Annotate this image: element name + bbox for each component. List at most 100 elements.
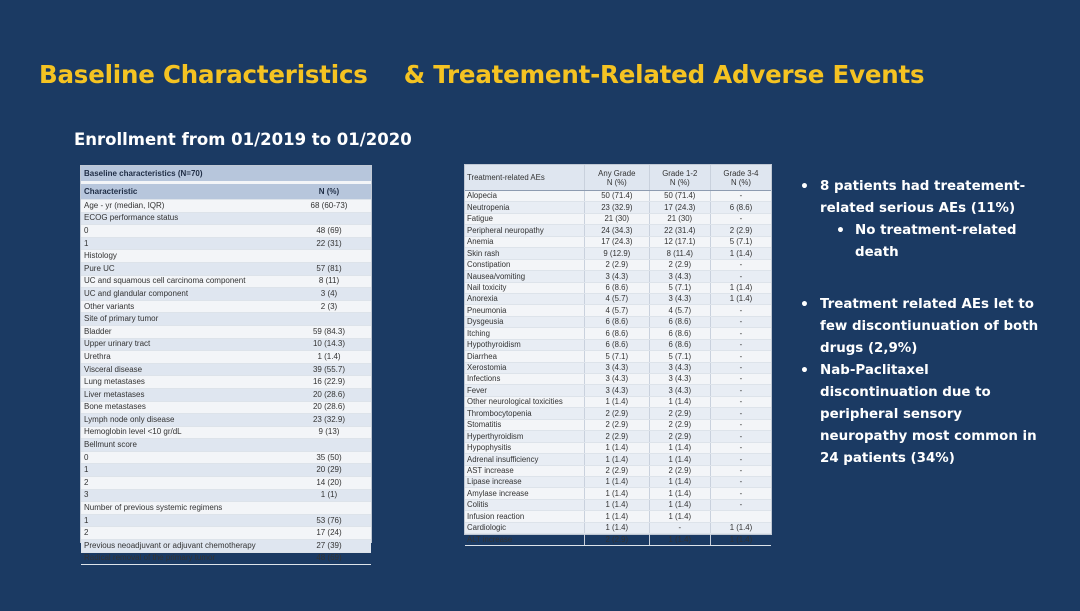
table-row: AST increase 2 (2.9) 2 (2.9) - [465,465,771,477]
table-cell-count: 1 (1.4) [709,522,771,535]
table-cell-count: 1 (1.4) [584,522,650,535]
table-cell-count: - [709,339,771,352]
table-cell-count: 1 (1.4) [709,247,771,260]
table-cell-label: Site of primary tumor [81,312,287,326]
ae-header-g12: Grade 1-2 N (%) [648,165,711,191]
table-cell-count: 6 (8.6) [584,339,650,352]
table-cell-ae: Constipation [465,259,585,272]
table-cell-count: 3 (4.3) [648,293,711,306]
table-cell-count: 50 (71.4) [584,190,650,203]
table-row: Bone metastases 20 (28.6) [81,401,371,415]
bullet-serious-aes-text: 8 patients had treatement-related seriou… [820,179,1026,216]
table-row: Pure UC 57 (81) [81,262,371,276]
table-row: Lipase increase 1 (1.4) 1 (1.4) - [465,476,771,489]
table-row: Urethra 1 (1.4) [81,350,371,364]
table-cell-count: 2 (2.9) [584,407,650,420]
table-cell-count: - [709,407,771,420]
table-row: Xerostomia 3 (4.3) 3 (4.3) - [465,362,771,375]
table-cell-ae: Diarrhea [465,350,585,363]
table-cell-ae: Stomatitis [465,419,585,432]
table-cell-count: 5 (7.1) [648,282,711,294]
bullet-no-death: • No treatment-related death [800,220,1040,264]
table-cell-label: Upper urinary tract [81,338,287,352]
baseline-table-panel: Baseline characteristics (N=70) Characte… [80,165,372,566]
table-cell-count: - [709,465,771,477]
table-cell-count: 2 (2.9) [584,465,650,477]
table-cell-count: - [709,430,771,443]
table-cell-label: Age - yr (median, IQR) [81,199,287,213]
table-cell-value: 57 (81) [287,262,371,276]
table-cell-count: - [709,442,771,455]
table-cell-count: - [648,522,711,535]
table-cell-count: 2 (2.9) [584,419,650,432]
table-cell-count [709,510,771,523]
table-cell-count: 3 (4.3) [584,373,650,386]
table-cell-label: 2 [81,526,287,541]
table-row: UC and glandular component 3 (4) [81,287,371,301]
table-cell-ae: Infections [465,373,585,386]
table-row: 1 53 (76) [81,514,371,528]
table-cell-count: - [709,316,771,329]
table-cell-ae: ALT increase [465,533,585,546]
ae-table: Treatment-related AEs Any Grade N (%) Gra… [465,165,771,546]
table-cell-ae: Infusion reaction [465,510,585,523]
table-cell-label: Liver metastases [81,388,287,402]
table-cell-label: Lung metastases [81,375,287,389]
slide-title: Baseline Characteristics & Treatement-Rel… [39,60,925,89]
table-cell-value: 23 (32.9) [287,413,371,427]
table-cell-count: 1 (1.4) [584,499,650,512]
ae-header-any: Any Grade N (%) [584,165,650,191]
table-cell-count: 1 (1.4) [648,510,711,523]
table-cell-value: 17 (24) [287,526,371,541]
table-row: Itching 6 (8.6) 6 (8.6) - [465,327,771,340]
table-cell-count: 2 (2.9) [648,430,711,443]
table-row: Lung metastases 16 (22.9) [81,375,371,389]
ae-header-any-l2: N (%) [606,177,627,187]
table-cell-count: 2 (2.9) [584,259,650,272]
table-row: Hemoglobin level <10 gr/dL 9 (13) [81,426,371,440]
ae-header-g34-l1: Grade 3-4 [723,168,759,178]
table-cell-count: 3 (4.3) [648,373,711,386]
bullet-dot: • [800,297,809,313]
table-cell-ae: Alopecia [465,190,585,203]
table-cell-ae: Anorexia [465,293,585,306]
table-row: Number of previous systemic regimens [81,501,371,515]
table-cell-ae: Cardiologic [465,522,585,535]
table-cell-count: 6 (8.6) [584,316,650,329]
table-row: Pneumonia 4 (5.7) 4 (5.7) - [465,304,771,317]
table-cell-count: 6 (8.6) [648,327,711,340]
table-cell-label: 0 [81,451,287,465]
baseline-table: Baseline characteristics (N=70) Characte… [81,166,371,566]
table-row: Anorexia 4 (5.7) 3 (4.3) 1 (1.4) [465,293,771,306]
table-cell-ae: Other neurological toxicities [465,396,585,409]
table-cell-count: 23 (32.9) [584,201,650,214]
table-cell-value: 39 (55.7) [287,363,371,377]
enrollment-subtitle: Enrollment from 01/2019 to 01/2020 [74,130,412,149]
table-row: Anemia 17 (24.3) 12 (17.1) 5 (7.1) [465,236,771,249]
table-cell-count: 1 (1.4) [584,396,650,409]
table-row: Dysgeusia 6 (8.6) 6 (8.6) - [465,316,771,329]
table-cell-count: 1 (1.4) [648,533,711,546]
table-cell-count: - [709,396,771,409]
table-cell-count: - [709,476,771,489]
table-cell-label: Urethra [81,350,287,364]
table-cell-label: Bladder [81,325,287,339]
table-cell-count: 1 (1.4) [584,453,650,466]
table-cell-label: ECOG performance status [81,212,287,226]
table-cell-label: Visceral disease [81,363,287,377]
table-cell-ae: Lipase increase [465,476,585,489]
table-cell-count: 2 (2.9) [648,259,711,272]
bullet-nab-paclitaxel-text: Nab-Paclitaxel discontinuation due to pe… [820,363,1037,466]
ae-table-panel: Treatment-related AEs Any Grade N (%) Gra… [464,164,772,546]
bullet-nab-paclitaxel: • Nab-Paclitaxel discontinuation due to p… [800,360,1040,470]
table-cell-count: 1 (1.4) [584,487,650,500]
table-cell-ae: Neutropenia [465,201,585,214]
ae-header-name: Treatment-related AEs [465,165,585,191]
table-row: Nail toxicity 6 (8.6) 5 (7.1) 1 (1.4) [465,282,771,294]
table-cell-count: - [709,270,771,283]
table-cell-value: 14 (20) [287,476,371,490]
table-cell-value [287,249,371,263]
table-cell-count: 3 (4.3) [584,270,650,283]
